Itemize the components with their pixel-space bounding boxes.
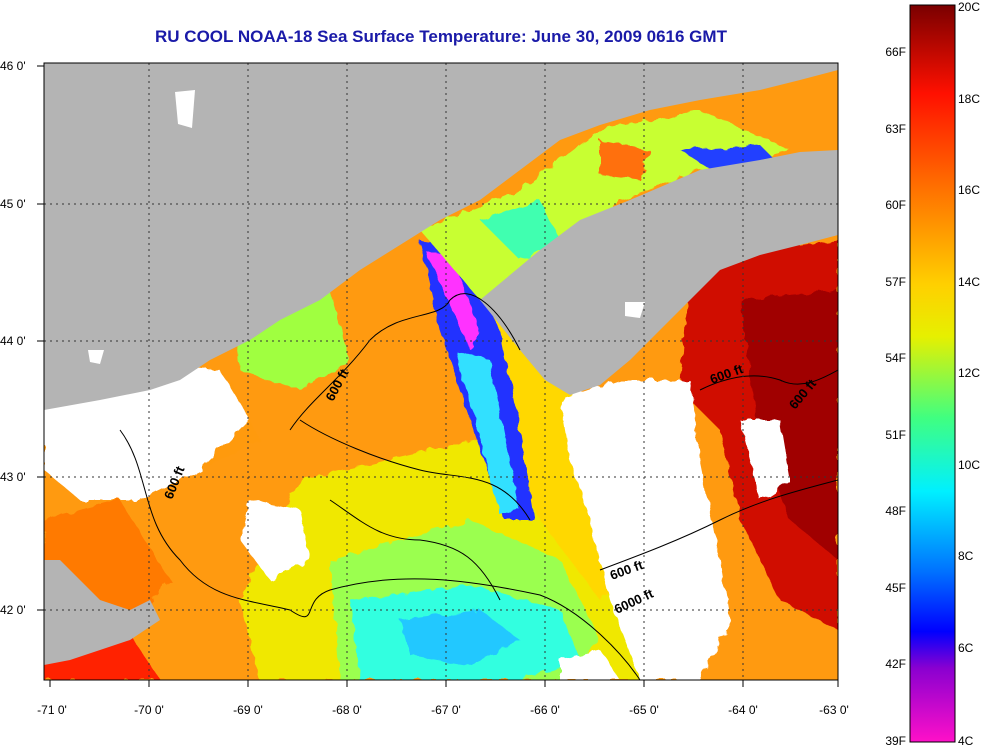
y-tick-label: 44 0' [0,334,26,348]
x-tick-label: -70 0' [134,703,164,717]
x-axis-labels: -71 0' -70 0' -69 0' -68 0' -67 0' -66 0… [37,703,849,717]
colorbar-label-f: 63F [885,122,906,136]
map-title: RU COOL NOAA-18 Sea Surface Temperature:… [155,27,727,46]
x-tick-label: -67 0' [431,703,461,717]
colorbar-label-c: 10C [958,458,980,472]
land [44,63,838,665]
colorbar-label-c: 18C [958,92,980,106]
bathymetry-contours [119,293,838,680]
y-tick-label: 43 0' [0,470,26,484]
colorbar-label-f: 39F [885,734,906,748]
colorbar-label-f: 60F [885,198,906,212]
x-tick-label: -71 0' [37,703,67,717]
colorbar: 20C 18C 16C 14C 12C 10C 8C 6C 4C 66F 63F… [885,0,980,748]
y-tick-label: 45 0' [0,197,26,211]
x-tick-label: -68 0' [332,703,362,717]
colorbar-label-f: 48F [885,504,906,518]
x-tick-label: -65 0' [629,703,659,717]
colorbar-label-f: 45F [885,581,906,595]
colorbar-label-c: 16C [958,183,980,197]
graticule [44,63,838,680]
colorbar-label-f: 57F [885,275,906,289]
colorbar-label-f: 54F [885,351,906,365]
colorbar-label-c: 8C [958,549,974,563]
colorbar-gradient [909,4,956,743]
sst-map: 600 ft 600 ft 600 ft 600 ft 600 ft 6000 … [44,63,838,680]
y-tick-label: 46 0' [0,59,26,73]
colorbar-label-f: 42F [885,657,906,671]
map-frame [43,62,839,681]
x-tick-label: -66 0' [530,703,560,717]
y-axis-labels: 46 0' 45 0' 44 0' 43 0' 42 0' [0,59,26,617]
colorbar-label-c: 14C [958,275,980,289]
colorbar-label-c: 20C [958,0,980,14]
colorbar-label-f: 66F [885,45,906,59]
colorbar-label-c: 4C [958,734,974,748]
colorbar-label-c: 6C [958,641,974,655]
land-cloud [88,90,645,364]
colorbar-label-c: 12C [958,366,980,380]
colorbar-label-f: 51F [885,428,906,442]
y-axis-ticks [37,65,44,611]
x-tick-label: -64 0' [728,703,758,717]
x-axis-ticks [49,680,839,687]
x-tick-label: -63 0' [819,703,849,717]
y-tick-label: 42 0' [0,603,26,617]
x-tick-label: -69 0' [233,703,263,717]
